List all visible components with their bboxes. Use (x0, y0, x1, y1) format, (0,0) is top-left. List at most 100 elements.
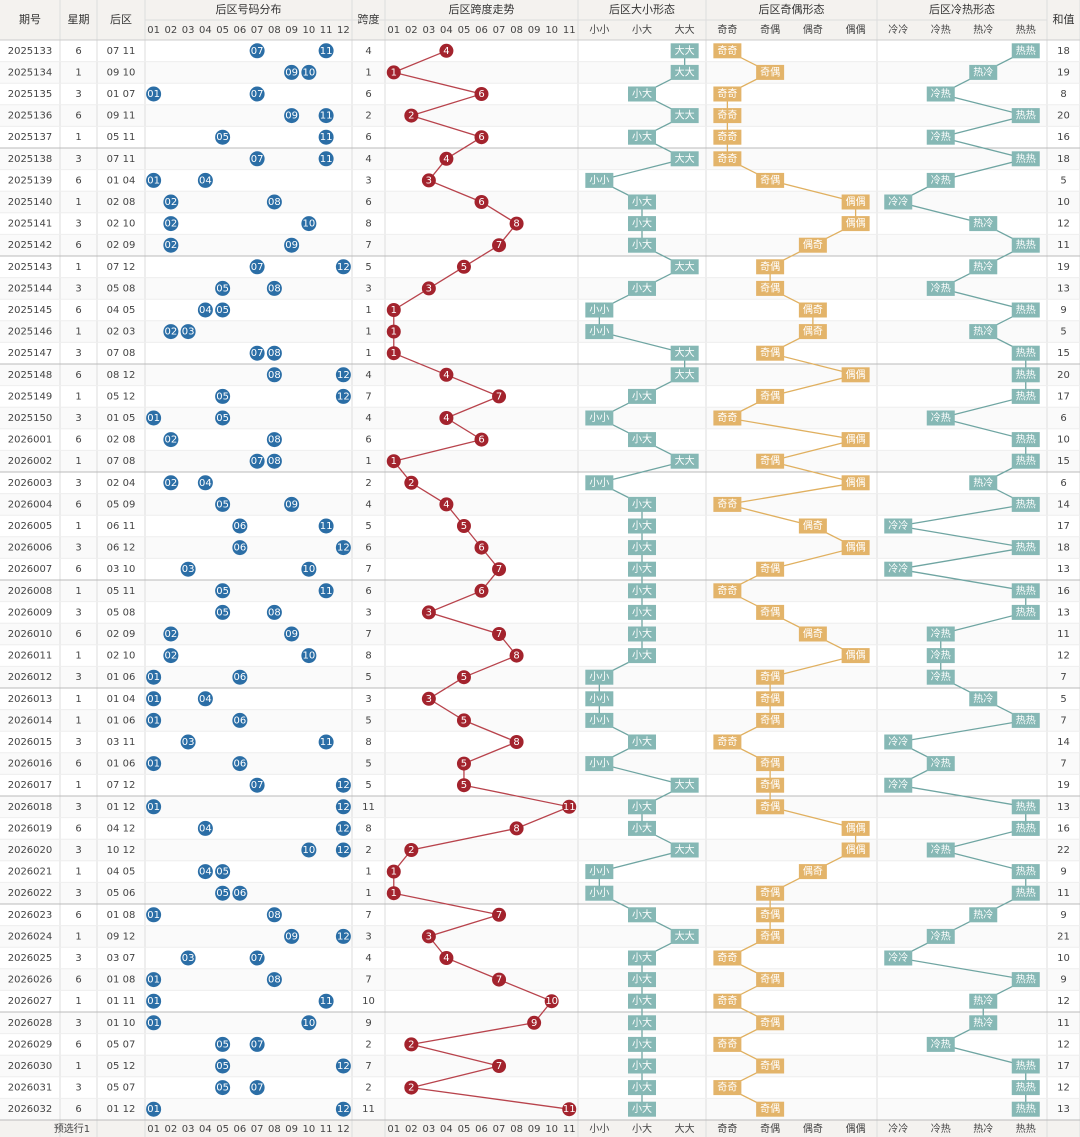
hotcold-box (926, 410, 955, 426)
ball-number: 12 (337, 845, 350, 856)
ball (232, 885, 248, 901)
sub-header: 07 (251, 25, 264, 36)
sum: 7 (1060, 672, 1066, 683)
size-box (670, 64, 699, 80)
span: 6 (365, 543, 371, 554)
ball-number: 08 (268, 197, 281, 208)
back-number: 10 (123, 1018, 136, 1029)
period: 2026011 (8, 651, 53, 662)
back-number: 10 (123, 564, 136, 575)
hotcold-label: 热冷 (973, 65, 993, 78)
ball (318, 108, 334, 124)
back-numbers: 07 11 (107, 154, 136, 165)
footer-sub: 07 (251, 1124, 264, 1135)
span-number: 5 (461, 759, 467, 770)
ball-number: 01 (147, 802, 160, 813)
back-number: 06 (107, 543, 120, 554)
header-cell: 后区大小形态 (609, 2, 675, 16)
span-ball (439, 497, 454, 512)
span: 1 (365, 867, 371, 878)
size-label: 小大 (632, 584, 652, 597)
period: 2026018 (8, 802, 53, 813)
ball (335, 928, 351, 944)
ball-number: 05 (216, 607, 229, 618)
parity-label: 奇偶 (760, 800, 780, 813)
back-number: 08 (123, 348, 136, 359)
weekday: 3 (75, 672, 81, 683)
size-label: 大大 (675, 454, 695, 467)
ball-number: 05 (216, 586, 229, 597)
ball (318, 734, 334, 750)
back-numbers: 02 03 (107, 327, 136, 338)
row-bg (0, 752, 1080, 775)
ball-number: 07 (251, 262, 264, 273)
ball-number: 07 (251, 780, 264, 791)
ball (249, 259, 265, 275)
ball-number: 02 (165, 651, 178, 662)
weekday: 3 (75, 154, 81, 165)
ball (232, 712, 248, 728)
row-bg (0, 450, 1080, 472)
period: 2025150 (8, 413, 53, 424)
hotcold-box (926, 129, 955, 145)
hotcold-label: 热热 (1016, 713, 1036, 726)
back-numbers: 05 07 (107, 1039, 136, 1050)
row-bg (0, 320, 1080, 343)
sub-header: 05 (458, 25, 471, 36)
size-box (628, 280, 656, 296)
sum: 12 (1057, 651, 1070, 662)
span: 1 (365, 305, 371, 316)
parity-label: 奇奇 (717, 994, 737, 1007)
ball-number: 11 (320, 996, 333, 1007)
parity-box (756, 345, 785, 361)
parity-box (713, 43, 742, 59)
parity-label: 奇偶 (760, 281, 780, 294)
period: 2026024 (8, 931, 53, 942)
span-number: 7 (496, 629, 502, 640)
span-ball (492, 1059, 507, 1073)
ball (301, 648, 317, 664)
parity-box (756, 669, 785, 685)
ball (197, 820, 213, 836)
period: 2025147 (8, 348, 53, 359)
hotcold-box (1011, 712, 1040, 728)
span: 1 (365, 888, 371, 899)
hotcold-label: 冷冷 (888, 562, 908, 575)
size-label: 小大 (632, 994, 652, 1007)
span: 6 (365, 435, 371, 446)
weekday: 6 (75, 46, 81, 57)
size-label: 大大 (675, 346, 695, 359)
ball-number: 10 (303, 564, 316, 575)
parity-label: 奇偶 (760, 1102, 780, 1115)
hotcold-box (884, 518, 913, 534)
weekday: 1 (75, 715, 81, 726)
back-number: 05 (107, 499, 120, 510)
size-label: 小小 (589, 714, 609, 726)
period: 2026013 (8, 694, 53, 705)
back-number: 04 (123, 694, 136, 705)
span-ball (386, 324, 401, 339)
row-bg (0, 1098, 1080, 1120)
back-number: 05 (107, 391, 120, 402)
sum: 20 (1057, 111, 1070, 122)
size-box (670, 777, 699, 793)
back-number: 05 (107, 1083, 120, 1094)
back-number: 09 (123, 629, 136, 640)
span-ball (421, 691, 436, 706)
hotcold-box (926, 626, 955, 642)
span-ball (404, 1037, 419, 1052)
span-number: 4 (443, 370, 449, 381)
back-number: 07 (107, 456, 120, 467)
period: 2025133 (8, 46, 53, 57)
back-number: 02 (107, 629, 120, 640)
weekday: 3 (75, 413, 81, 424)
span: 6 (365, 197, 371, 208)
hotcold-box (1011, 151, 1040, 167)
ball-number: 05 (216, 283, 229, 294)
back-number: 01 (107, 759, 120, 770)
span-number: 5 (461, 780, 467, 791)
ball-number: 01 (147, 975, 160, 986)
ball (249, 43, 265, 59)
parity-box (841, 842, 870, 858)
size-label: 小小 (589, 693, 609, 705)
